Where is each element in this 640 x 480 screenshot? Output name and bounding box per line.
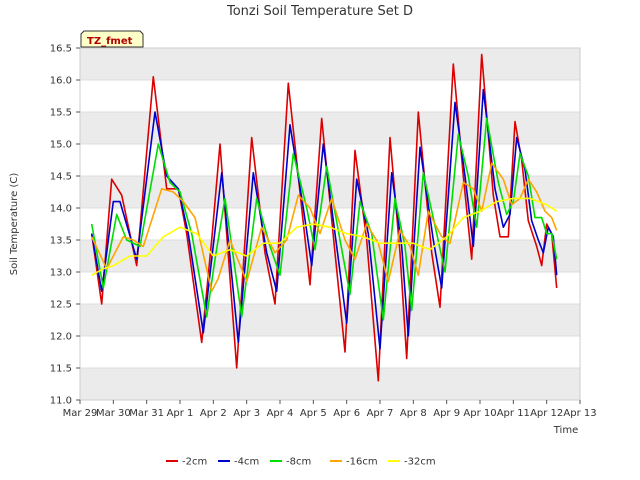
legend-label: -16cm — [346, 457, 378, 468]
x-tick-label: Mar 29 — [63, 408, 98, 419]
x-axis-label: Time — [553, 425, 578, 436]
station-tag: TZ_fmet — [80, 30, 144, 48]
grid-band — [80, 48, 580, 80]
y-tick-label: 15.0 — [50, 140, 72, 151]
series-line-32cmcm — [91, 197, 558, 276]
y-tick-label: 13.5 — [50, 236, 72, 247]
x-tick-label: Apr 5 — [300, 408, 327, 419]
x-tick-label: Apr 6 — [333, 408, 360, 419]
x-tick-label: Apr 10 — [463, 408, 496, 419]
x-tick-label: Apr 12 — [530, 408, 563, 419]
x-tick-label: Apr 1 — [167, 408, 194, 419]
x-tick-label: Apr 4 — [267, 408, 294, 419]
x-tick-label: Apr 9 — [433, 408, 460, 419]
grid-band — [80, 240, 580, 272]
y-tick-label: 15.5 — [50, 108, 72, 119]
grid-band — [80, 304, 580, 336]
legend-label: -8cm — [286, 457, 311, 468]
y-tick-label: 12.5 — [50, 300, 72, 311]
y-tick-label: 16.0 — [50, 76, 72, 87]
y-tick-label: 16.5 — [50, 44, 72, 55]
chart-title: Tonzi Soil Temperature Set D — [226, 4, 413, 19]
x-tick-label: Apr 11 — [497, 408, 530, 419]
y-tick-label: 13.0 — [50, 268, 72, 279]
y-tick-label: 11.0 — [50, 396, 72, 407]
series-line-8cmcm — [90, 117, 558, 321]
legend-label: -32cm — [404, 457, 436, 468]
x-tick-label: Mar 31 — [129, 408, 164, 419]
series-line-16cmcm — [90, 162, 558, 293]
legend: -2cm -4cm -8cm -16cm -32cm — [166, 457, 436, 468]
x-tick-label: Apr 8 — [400, 408, 427, 419]
x-tick-label: Apr 13 — [563, 408, 596, 419]
plot-area — [80, 48, 580, 400]
grid-band — [80, 368, 580, 400]
y-axis-ticks: 11.0 11.5 12.0 12.5 13.0 13.5 14.0 14.5 15.0 15.5… — [50, 44, 80, 407]
x-tick-label: Mar 30 — [96, 408, 131, 419]
legend-label: -4cm — [234, 457, 259, 468]
x-tick-label: Apr 3 — [233, 408, 260, 419]
y-tick-label: 12.0 — [50, 332, 72, 343]
y-tick-label: 14.5 — [50, 172, 72, 183]
x-tick-label: Apr 7 — [367, 408, 394, 419]
station-tag-label: TZ_fmet — [87, 36, 133, 47]
plot-frame — [79, 47, 581, 401]
station-tag-box — [80, 30, 144, 48]
y-tick-label: 14.0 — [50, 204, 72, 215]
y-axis-label: Soil Temperature (C) — [9, 173, 20, 276]
y-tick-label: 11.5 — [50, 364, 72, 375]
series-lines — [90, 53, 558, 382]
grid-band — [80, 112, 580, 144]
x-tick-label: Apr 2 — [200, 408, 227, 419]
legend-label: -2cm — [182, 457, 207, 468]
